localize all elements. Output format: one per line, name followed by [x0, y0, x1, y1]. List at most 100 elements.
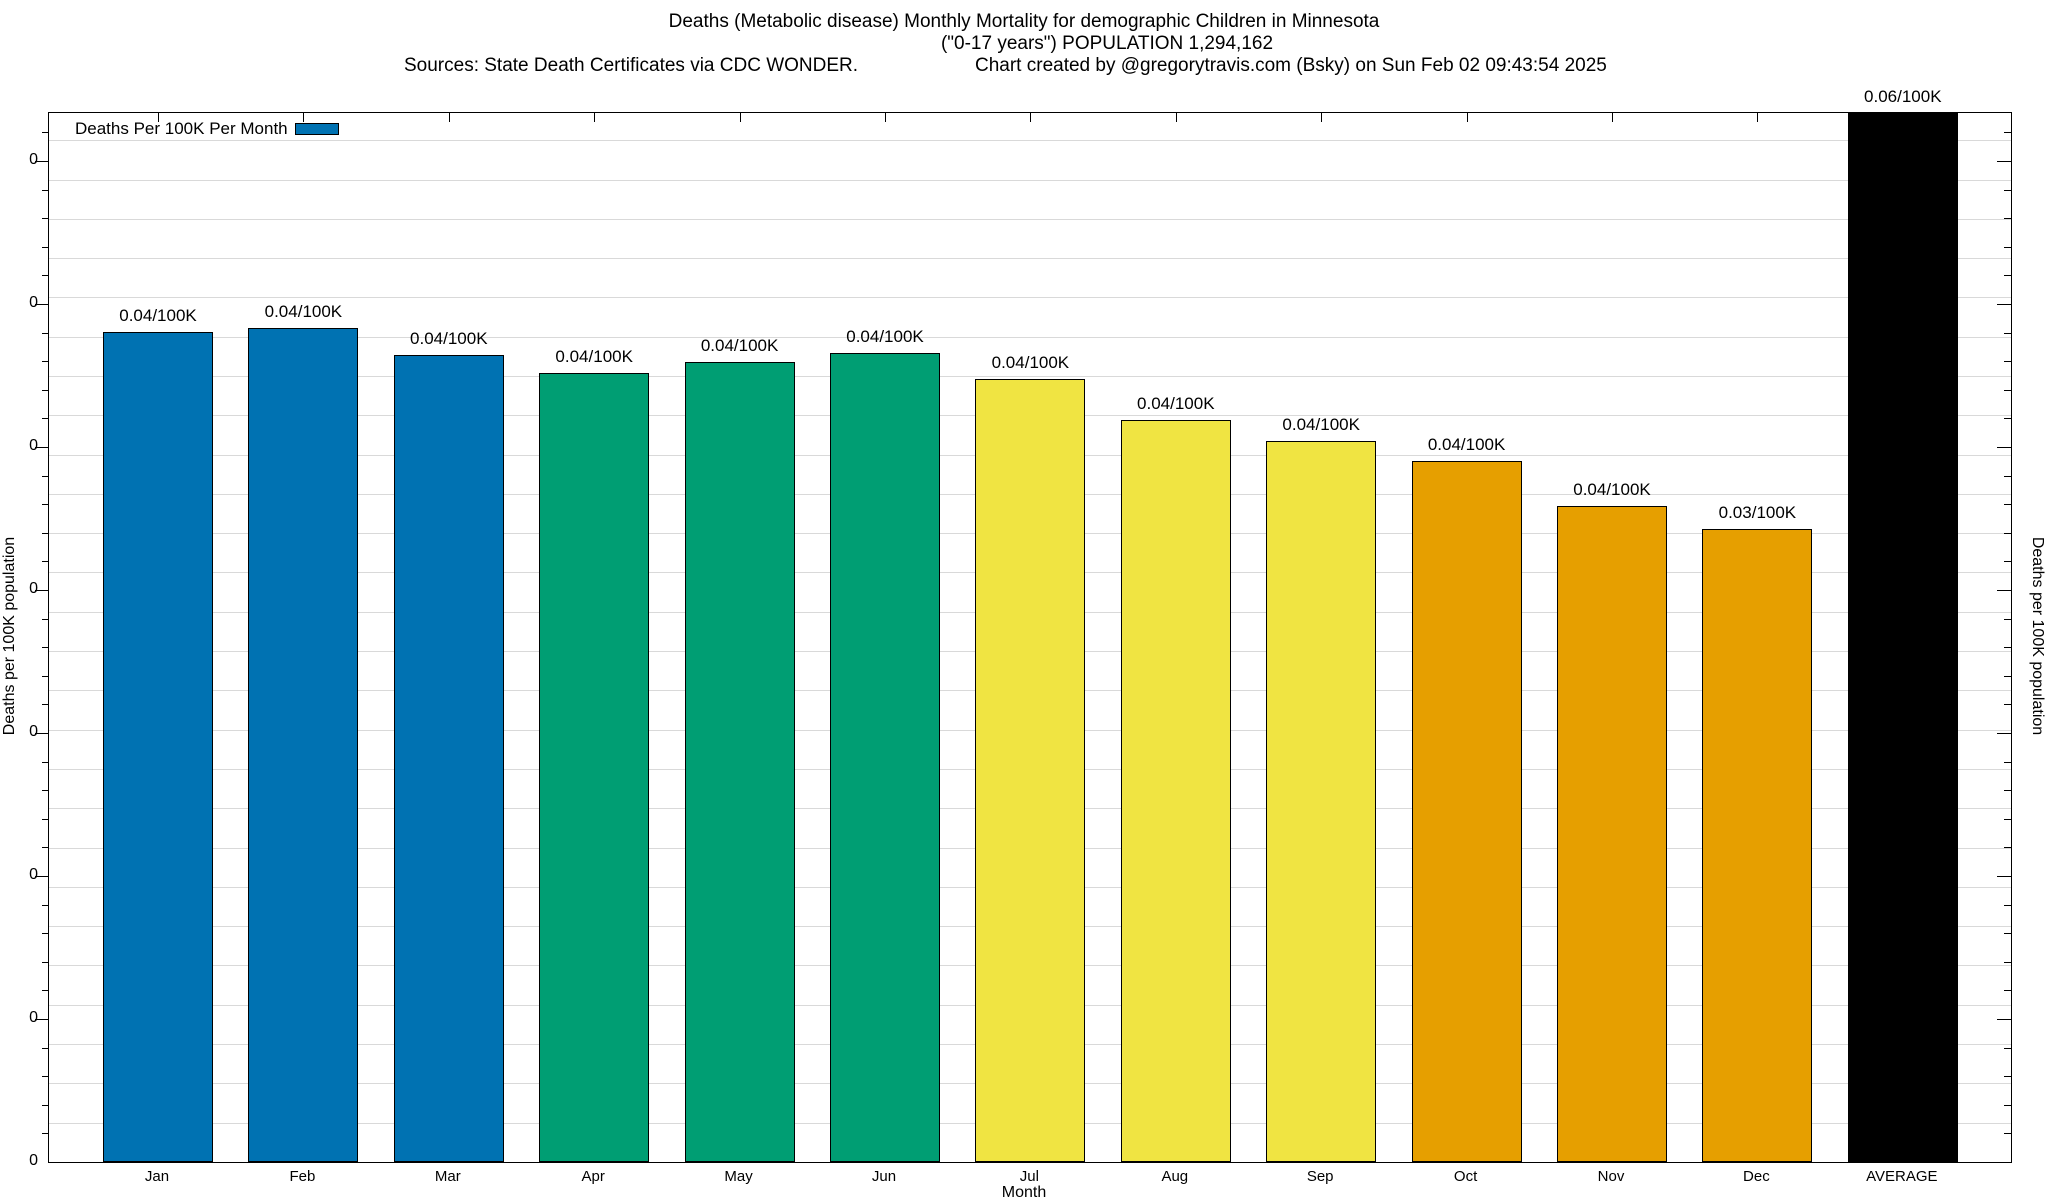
y-tick-label: 0 [29, 1009, 38, 1026]
x-tick-top [594, 113, 595, 122]
y-major-tick-left [35, 876, 49, 877]
x-tick-label-nov: Nov [1597, 1168, 1625, 1185]
y-minor-tick-left [42, 333, 49, 334]
x-tick-label-jul: Jul [1019, 1168, 1039, 1185]
legend-swatch [294, 123, 339, 135]
y-minor-tick-left [42, 361, 49, 362]
x-tick-label-sep: Sep [1306, 1168, 1334, 1185]
bar-value-label-jul: 0.04/100K [991, 353, 1070, 372]
y-minor-tick-right [2004, 819, 2011, 820]
y-minor-tick-right [2004, 218, 2011, 219]
y-minor-tick-right [2004, 647, 2011, 648]
x-tick-top [1176, 113, 1177, 122]
gridline [49, 140, 2011, 141]
bar-value-label-feb: 0.04/100K [264, 302, 343, 321]
y-major-tick-right [1997, 161, 2011, 162]
y-minor-tick-left [42, 1105, 49, 1106]
y-minor-tick-left [42, 390, 49, 391]
bar-oct [1412, 461, 1522, 1162]
x-tick-top [740, 113, 741, 122]
y-minor-tick-right [2004, 247, 2011, 248]
y-minor-tick-right [2004, 275, 2011, 276]
x-tick-label-average: AVERAGE [1866, 1168, 1938, 1185]
chart-title-line1: Deaths (Metabolic disease) Monthly Morta… [668, 11, 1380, 32]
bar-value-label-aug: 0.04/100K [1137, 394, 1215, 413]
bar-dec [1702, 529, 1812, 1162]
y-major-tick-left [35, 304, 49, 305]
y-minor-tick-right [2004, 990, 2011, 991]
y-major-tick-left [35, 1019, 49, 1020]
legend: Deaths Per 100K Per Month [75, 119, 339, 139]
y-tick-label: 0 [29, 294, 38, 311]
y-minor-tick-right [2004, 1105, 2011, 1106]
y-minor-tick-right [2004, 132, 2011, 133]
y-major-tick-right [1997, 733, 2011, 734]
y-minor-tick-right [2004, 361, 2011, 362]
gridline [49, 376, 2011, 377]
x-tick-top [1321, 113, 1322, 122]
y-minor-tick-left [42, 132, 49, 133]
plot-area: Deaths Per 100K Per Month 0.04/100K 0.04/… [35, 87, 2012, 1163]
sources-note: Sources: State Death Certificates via CD… [404, 55, 859, 76]
y-minor-tick-right [2004, 1048, 2011, 1049]
x-tick-top [303, 113, 304, 122]
bar-value-label-sep: 0.04/100K [1282, 415, 1360, 434]
y-minor-tick-right [2004, 847, 2011, 848]
x-tick-top [1467, 113, 1468, 122]
y-minor-tick-left [42, 561, 49, 562]
credit-note: Chart created by @gregorytravis.com (Bsk… [975, 55, 1607, 76]
y-minor-tick-left [42, 1133, 49, 1134]
y-minor-tick-left [42, 619, 49, 620]
bar-mar [394, 355, 504, 1162]
y-minor-tick-right [2004, 390, 2011, 391]
bar-may [685, 362, 795, 1162]
y-minor-tick-right [2004, 1133, 2011, 1134]
bar-value-label-jan: 0.04/100K [119, 306, 197, 325]
gridline [49, 219, 2011, 220]
bar-sep [1266, 441, 1376, 1162]
y-tick-label: 0 [29, 866, 38, 883]
y-tick-label: 0 [29, 151, 38, 168]
y-minor-tick-left [42, 790, 49, 791]
x-tick-top [1903, 113, 1904, 122]
x-tick-top [1757, 113, 1758, 122]
x-tick-label-oct: Oct [1453, 1168, 1478, 1185]
bar-value-label-average: 0.06/100K [1864, 87, 1942, 106]
gridline [49, 180, 2011, 181]
y-minor-tick-right [2004, 561, 2011, 562]
x-tick-label-apr: Apr [581, 1168, 605, 1185]
y-major-tick-right [1997, 447, 2011, 448]
x-axis-title: Month [1001, 1184, 1047, 1200]
y-minor-tick-left [42, 218, 49, 219]
bar-value-label-oct: 0.04/100K [1427, 435, 1506, 454]
y-minor-tick-left [42, 247, 49, 248]
y-minor-tick-right [2004, 762, 2011, 763]
y-minor-tick-right [2004, 190, 2011, 191]
y-major-tick-right [1997, 590, 2011, 591]
y-minor-tick-left [42, 275, 49, 276]
bar-jan [103, 332, 213, 1162]
y-major-tick-left [35, 590, 49, 591]
chart-title-line2: ("0-17 years") POPULATION 1,294,162 [940, 33, 1274, 54]
x-tick-label-jan: Jan [144, 1168, 170, 1185]
y-minor-tick-left [42, 1076, 49, 1077]
y-minor-tick-right [2004, 504, 2011, 505]
y-minor-tick-left [42, 418, 49, 419]
y-minor-tick-right [2004, 905, 2011, 906]
gridline [49, 258, 2011, 259]
y-major-tick-right [1997, 304, 2011, 305]
gridline [49, 337, 2011, 338]
y-tick-label: 0 [29, 723, 38, 740]
legend-label: Deaths Per 100K Per Month [75, 119, 288, 138]
y-minor-tick-left [42, 1048, 49, 1049]
x-tick-label-dec: Dec [1743, 1168, 1770, 1185]
x-tick-top [885, 113, 886, 122]
y-minor-tick-left [42, 676, 49, 677]
y-major-tick-right [1997, 1019, 2011, 1020]
y-major-tick-left [35, 447, 49, 448]
y-minor-tick-right [2004, 418, 2011, 419]
y-minor-tick-right [2004, 619, 2011, 620]
y-minor-tick-left [42, 819, 49, 820]
bar-apr [539, 373, 649, 1162]
